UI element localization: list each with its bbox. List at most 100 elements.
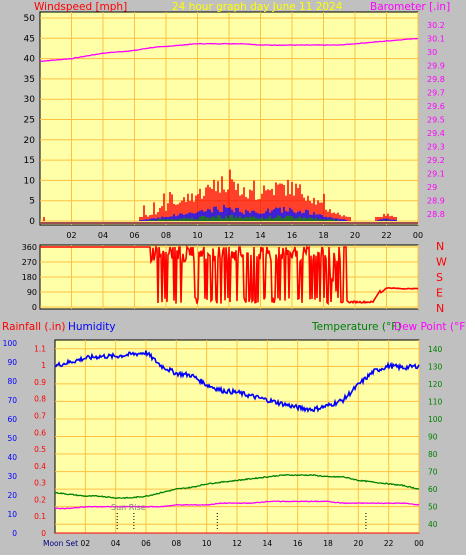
hour-tick-label: 02 bbox=[66, 231, 76, 240]
rainfall-tick-label: 0.1 bbox=[34, 512, 46, 521]
windspeed-title: Windspeed [mph] bbox=[34, 1, 127, 13]
x-axis-hours-wind: 02 04 06 08 10 12 14 16 18 20 22 00 bbox=[66, 231, 423, 240]
hour-tick-label: 18 bbox=[318, 231, 328, 240]
barometer-tick-label: 29.6 bbox=[427, 102, 445, 111]
y-axis-windspeed-ticks: 0 5 10 15 20 25 30 35 40 45 50 bbox=[24, 14, 36, 227]
hour-tick-label: 10 bbox=[192, 231, 202, 240]
humidity-tick-label: 90 bbox=[7, 358, 17, 367]
sun-rise-label: Sun Rise bbox=[111, 503, 146, 512]
humidity-label: Humidity bbox=[68, 321, 116, 333]
rainfall-tick-label: 0 bbox=[41, 529, 46, 538]
temperature-tick-label: 60 bbox=[428, 485, 438, 494]
y-axis-temperature-ticks: 40 50 60 70 80 90 100 110 120 130 140 bbox=[428, 345, 443, 529]
barometer-tick-label: 29.1 bbox=[427, 170, 445, 179]
hour-tick-label: 00 bbox=[413, 231, 423, 240]
rainfall-tick-label: 0.3 bbox=[34, 479, 46, 488]
windspeed-tick-label: 20 bbox=[24, 136, 36, 146]
compass-label: E bbox=[436, 287, 443, 300]
hour-tick-label: 04 bbox=[98, 231, 108, 240]
y-axis-humidity-ticks: 0 10 20 30 40 50 60 70 80 90 100 bbox=[3, 339, 18, 538]
dew-point-label: Dew Point (°F) bbox=[394, 321, 466, 333]
humidity-tick-label: 80 bbox=[7, 377, 17, 386]
moon-set-label: Moon Set bbox=[43, 539, 78, 548]
windspeed-tick-label: 45 bbox=[24, 34, 35, 44]
temperature-label: Temperature (°F) bbox=[311, 321, 401, 333]
rainfall-label: Rainfall (.in) bbox=[2, 321, 65, 333]
temperature-tick-label: 50 bbox=[428, 503, 438, 512]
barometer-tick-label: 28.9 bbox=[427, 197, 445, 206]
hour-tick-label: 02 bbox=[81, 539, 91, 548]
chart-date-title: 24 hour graph day June 11 2024 bbox=[172, 1, 343, 13]
compass-label: S bbox=[436, 271, 443, 284]
barometer-tick-label: 29.8 bbox=[427, 75, 445, 84]
temperature-tick-label: 70 bbox=[428, 468, 438, 477]
hour-tick-label: 06 bbox=[141, 539, 151, 548]
astro-markers bbox=[116, 513, 367, 531]
windspeed-tick-label: 10 bbox=[24, 176, 36, 186]
barometer-tick-label: 29.5 bbox=[427, 116, 445, 125]
temperature-tick-label: 120 bbox=[428, 380, 443, 389]
hour-tick-label: 16 bbox=[287, 231, 297, 240]
hour-tick-label: 18 bbox=[323, 539, 333, 548]
x-axis-hours-humidity: 02 04 06 08 10 12 14 16 18 20 22 00 bbox=[81, 539, 424, 548]
barometer-tick-label: 29 bbox=[427, 183, 437, 192]
wind-direction-line bbox=[40, 244, 419, 306]
hour-tick-label: 06 bbox=[129, 231, 139, 240]
rainfall-tick-label: 0.8 bbox=[34, 395, 46, 404]
y-axis-direction-ticks: 0 90 180 270 360 bbox=[22, 243, 37, 312]
hour-tick-label: 16 bbox=[293, 539, 303, 548]
humidity-tick-label: 0 bbox=[12, 529, 17, 538]
temperature-tick-label: 140 bbox=[428, 345, 443, 354]
hour-tick-label: 22 bbox=[381, 231, 391, 240]
barometer-tick-label: 29.4 bbox=[427, 129, 445, 138]
hour-tick-label: 04 bbox=[111, 539, 121, 548]
windspeed-tick-label: 5 bbox=[29, 197, 35, 207]
temperature-tick-label: 90 bbox=[428, 433, 438, 442]
humidity-tick-label: 20 bbox=[7, 491, 17, 500]
windspeed-tick-label: 25 bbox=[24, 116, 35, 126]
temperature-tick-label: 80 bbox=[428, 450, 438, 459]
hour-tick-label: 08 bbox=[172, 539, 182, 548]
windspeed-tick-label: 35 bbox=[24, 75, 35, 85]
barometer-tick-label: 28.8 bbox=[427, 210, 445, 219]
humidity-tick-label: 70 bbox=[7, 396, 17, 405]
hour-tick-label: 12 bbox=[232, 539, 242, 548]
grid-wind bbox=[40, 12, 419, 225]
y-axis-barometer-ticks: 28.8 28.9 29 29.1 29.2 29.3 29.4 29.5 29.6 29.7 29… bbox=[427, 21, 445, 219]
rainfall-tick-label: 1 bbox=[41, 361, 46, 370]
dew-point-line bbox=[54, 500, 420, 510]
direction-tick-label: 360 bbox=[22, 243, 37, 252]
hour-tick-label: 22 bbox=[384, 539, 394, 548]
rainfall-tick-label: 0.6 bbox=[34, 428, 46, 437]
humidity-tick-label: 100 bbox=[3, 339, 18, 348]
barometer-tick-label: 29.9 bbox=[427, 61, 445, 70]
humidity-line bbox=[54, 350, 420, 414]
windspeed-tick-label: 50 bbox=[24, 14, 36, 24]
hour-tick-label: 10 bbox=[202, 539, 212, 548]
hour-tick-label: 20 bbox=[354, 539, 364, 548]
windspeed-tick-label: 15 bbox=[24, 156, 35, 166]
direction-tick-label: 90 bbox=[27, 288, 37, 297]
direction-tick-label: 0 bbox=[32, 303, 37, 312]
temperature-tick-label: 100 bbox=[428, 415, 443, 424]
rainfall-tick-label: 1.1 bbox=[34, 344, 46, 353]
hour-tick-label: 14 bbox=[263, 539, 273, 548]
compass-label: N bbox=[436, 302, 444, 315]
barometer-tick-label: 30.2 bbox=[427, 21, 445, 30]
humidity-tick-label: 60 bbox=[7, 415, 17, 424]
temperature-tick-label: 110 bbox=[428, 397, 443, 406]
direction-tick-label: 180 bbox=[22, 273, 37, 282]
rainfall-tick-label: 0.7 bbox=[34, 412, 46, 421]
humidity-tick-label: 10 bbox=[7, 510, 17, 519]
hour-tick-label: 20 bbox=[350, 231, 360, 240]
rainfall-tick-label: 0.5 bbox=[34, 445, 46, 454]
barometer-tick-label: 29.2 bbox=[427, 156, 445, 165]
y-axis-rainfall-ticks: 0 0.1 0.2 0.3 0.4 0.5 0.6 0.7 0.8 0.9 1 1.1 bbox=[34, 344, 46, 538]
hour-tick-label: 08 bbox=[161, 231, 171, 240]
direction-tick-label: 270 bbox=[22, 258, 37, 267]
windspeed-bars bbox=[40, 169, 418, 224]
